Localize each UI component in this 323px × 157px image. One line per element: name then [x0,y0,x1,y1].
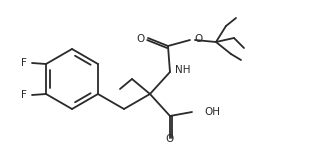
Text: O: O [166,134,174,144]
Text: OH: OH [204,107,220,117]
Text: O: O [194,34,202,44]
Text: F: F [21,58,27,68]
Text: NH: NH [175,65,191,75]
Text: F: F [21,90,27,100]
Text: O: O [137,34,145,44]
